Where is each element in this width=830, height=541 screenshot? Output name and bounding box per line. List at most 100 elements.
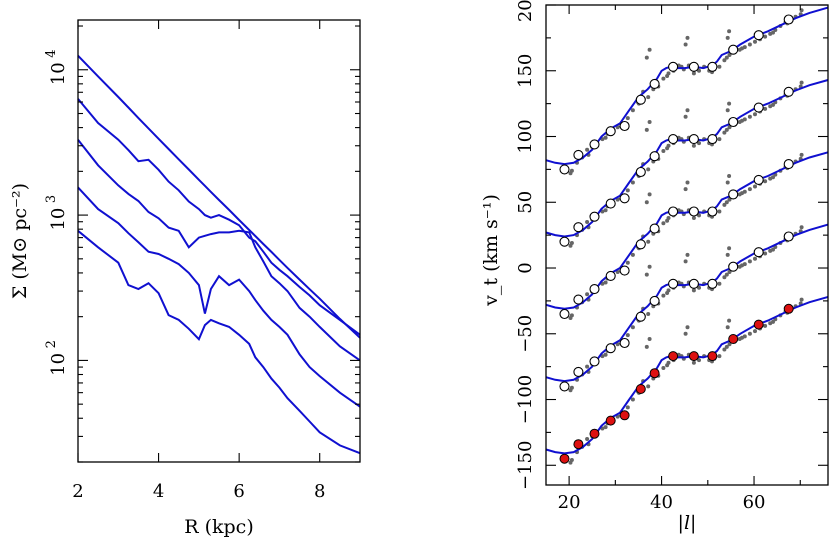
velocity-data-point: [585, 147, 590, 152]
velocity-data-point: [717, 137, 722, 142]
velocity-data-point: [799, 80, 804, 85]
velocity-data-point: [724, 55, 729, 60]
open-marker: [559, 164, 570, 175]
open-marker: [589, 211, 600, 222]
velocity-data-point: [727, 101, 732, 106]
velocity-data-point: [603, 352, 608, 357]
velocity-data-point: [625, 405, 630, 410]
open-marker: [668, 206, 679, 217]
velocity-data-point: [647, 47, 652, 52]
velocity-data-point: [630, 108, 635, 113]
open-marker: [635, 239, 646, 250]
velocity-data-point: [646, 167, 651, 172]
velocity-data-point: [725, 108, 730, 113]
velocity-data-point: [665, 291, 670, 295]
right-y-tick-label: 0: [515, 262, 536, 273]
open-marker: [635, 311, 646, 322]
open-marker: [688, 134, 699, 145]
open-marker: [668, 134, 679, 145]
velocity-data-point: [683, 331, 688, 336]
open-marker: [728, 44, 739, 55]
velocity-data-point: [717, 281, 722, 286]
velocity-data-point: [717, 209, 722, 214]
velocity-data-point: [665, 146, 670, 151]
velocity-data-point: [691, 360, 696, 365]
velocity-data-point: [725, 325, 730, 330]
open-marker: [605, 198, 616, 209]
right-x-axis-label: |l|: [678, 512, 697, 534]
velocity-data-point: [630, 325, 635, 330]
velocity-markers: [559, 14, 794, 464]
density-line-2: [77, 98, 361, 336]
right-y-tick-label: 50: [515, 191, 536, 214]
right-x-tick-label: 60: [743, 492, 766, 513]
velocity-data-point: [685, 35, 690, 40]
right-y-tick-label: 100: [515, 119, 536, 153]
velocity-data-point: [644, 272, 649, 277]
velocity-data-point: [644, 55, 649, 60]
left-x-ticks: 2 4 6 8: [72, 20, 325, 502]
open-marker: [635, 94, 646, 105]
open-marker: [649, 223, 660, 234]
open-marker: [559, 381, 570, 392]
velocity-data-point: [646, 384, 651, 389]
filled-marker: [707, 351, 718, 362]
velocity-data-point: [665, 218, 670, 223]
velocity-data-point: [568, 388, 573, 393]
velocity-data-point: [727, 29, 732, 34]
velocity-data-point: [724, 127, 729, 132]
left-y-tick-exponent: 3: [44, 195, 59, 203]
velocity-data-point: [717, 64, 722, 69]
open-marker: [707, 134, 718, 145]
open-marker: [573, 222, 584, 233]
velocity-data-point: [727, 174, 732, 178]
velocity-data-point: [661, 366, 666, 370]
open-marker: [668, 278, 679, 289]
left-plot-frame: [77, 19, 361, 463]
density-line-3: [77, 139, 361, 362]
open-marker: [668, 61, 679, 72]
velocity-data-point: [691, 216, 696, 220]
filled-marker: [559, 453, 570, 464]
velocity-data-point: [727, 246, 732, 251]
velocity-data-point: [644, 127, 649, 132]
velocity-data-point: [691, 71, 696, 76]
velocity-data-point: [585, 220, 590, 224]
open-marker: [649, 78, 660, 89]
velocity-data-point: [740, 335, 744, 340]
open-marker: [649, 295, 660, 306]
open-marker: [753, 30, 764, 41]
velocity-data-point: [747, 331, 752, 336]
velocity-data-point: [665, 74, 670, 78]
velocity-data-point: [685, 325, 690, 330]
velocity-data-point: [603, 425, 608, 430]
right-y-axis-label: v_t (km s⁻¹): [480, 194, 502, 307]
velocity-data-point: [724, 344, 729, 349]
velocity-data-point: [647, 264, 652, 269]
open-marker: [688, 206, 699, 217]
velocity-data-point: [763, 34, 768, 39]
velocity-data-point: [771, 247, 775, 252]
open-marker: [649, 151, 660, 162]
velocity-data-points: [568, 8, 804, 465]
velocity-data-point: [683, 42, 688, 47]
velocity-data-point: [568, 243, 573, 248]
open-marker: [753, 247, 764, 258]
velocity-data-point: [771, 30, 775, 35]
velocity-data-point: [644, 200, 649, 205]
filled-marker: [688, 351, 699, 362]
velocity-data-point: [691, 288, 696, 293]
velocity-data-point: [717, 354, 722, 359]
velocity-data-point: [727, 318, 732, 323]
left-y-tick-label: 10 4: [44, 50, 69, 86]
open-marker: [589, 356, 600, 367]
velocity-data-point: [646, 312, 651, 316]
velocity-data-point: [683, 259, 688, 264]
open-marker: [707, 206, 718, 217]
velocity-data-point: [747, 187, 752, 192]
open-marker: [573, 149, 584, 160]
velocity-data-point: [661, 149, 666, 153]
velocity-data-point: [799, 152, 804, 157]
open-marker: [589, 284, 600, 295]
